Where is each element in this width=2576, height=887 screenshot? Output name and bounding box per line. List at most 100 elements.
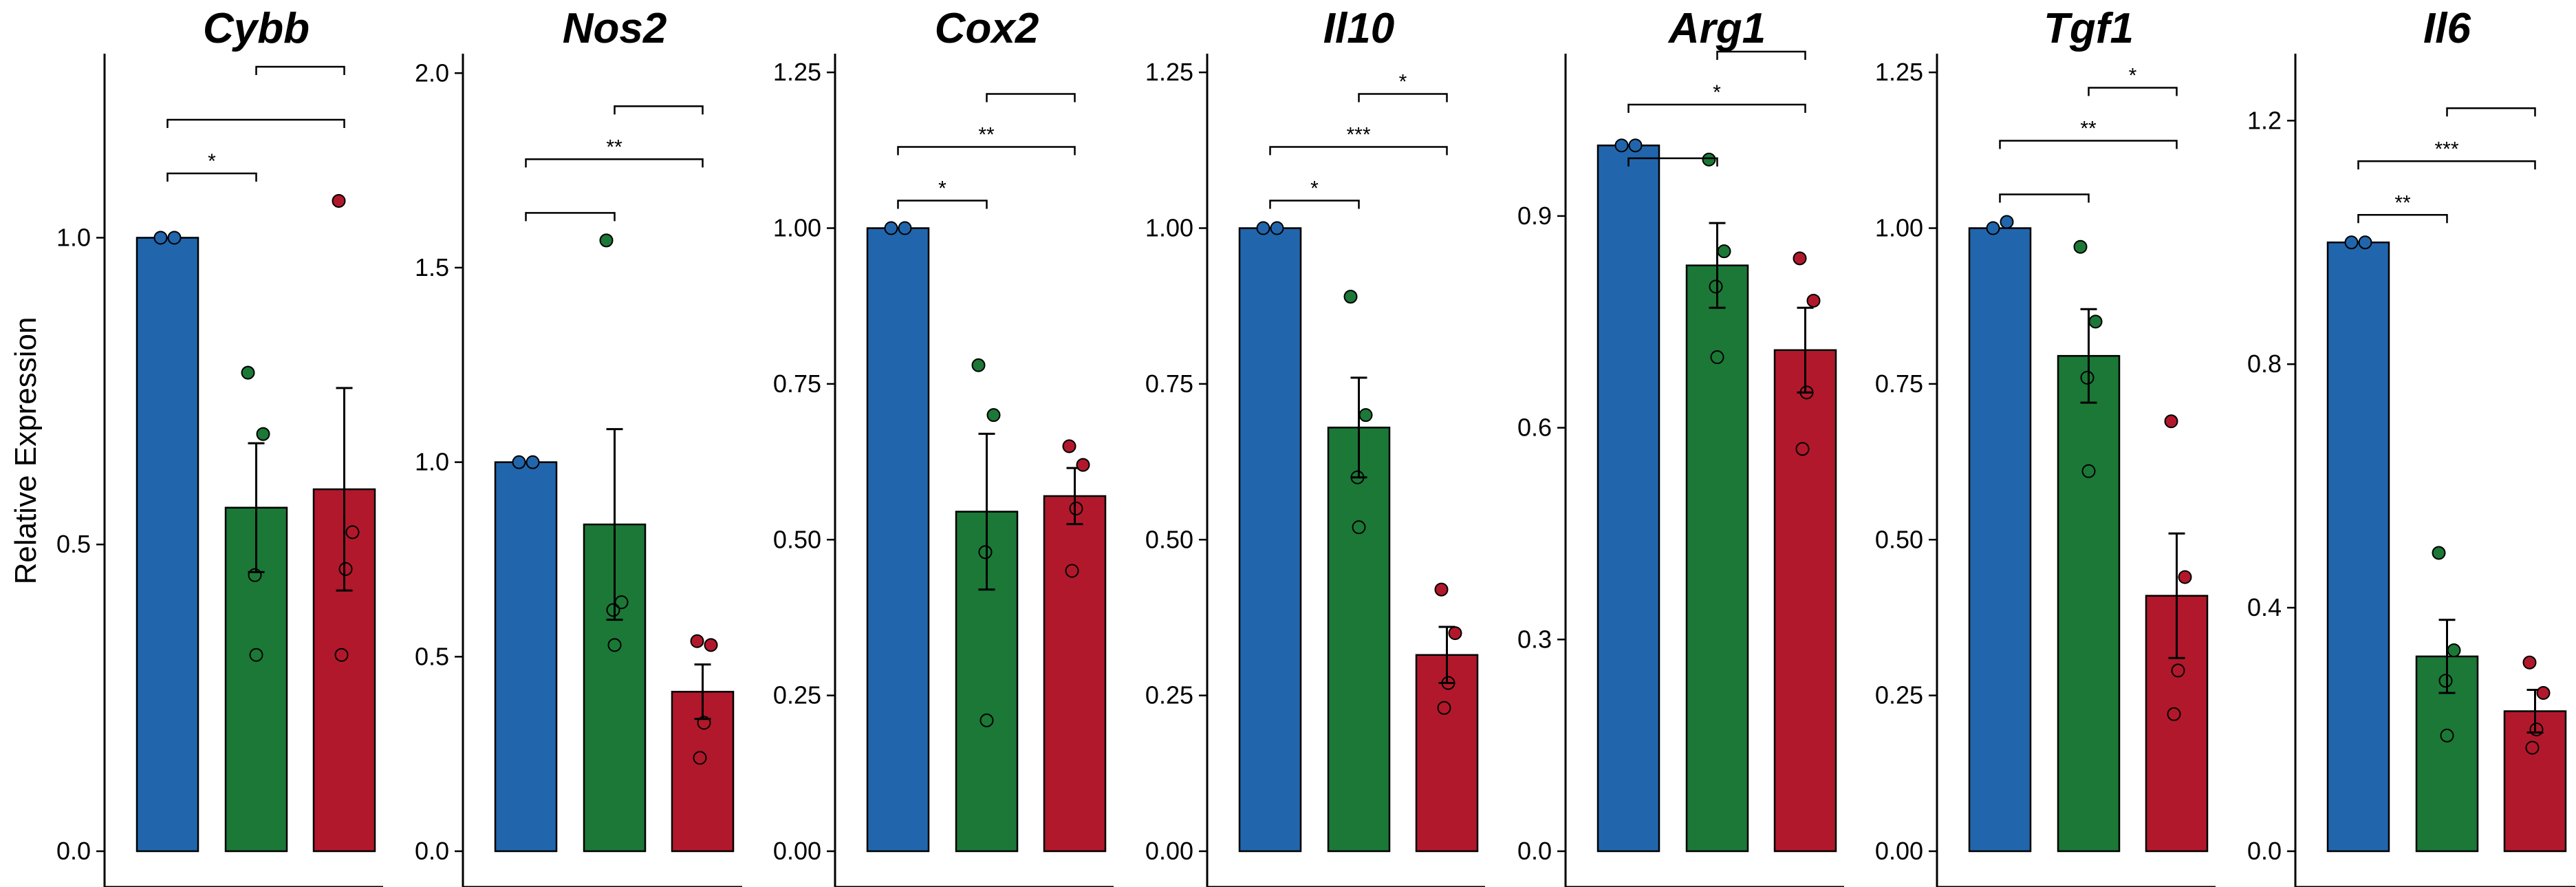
significance-label: ** — [606, 136, 623, 158]
significance-bracket — [525, 212, 616, 222]
data-point — [986, 408, 1001, 423]
y-tick-label: 2.0 — [415, 58, 449, 87]
data-point — [2529, 723, 2544, 737]
panel-title: Il6 — [2423, 5, 2471, 52]
bar-group-1 — [494, 461, 558, 853]
significance-bracket — [1358, 93, 1448, 103]
y-tick-label: 0.00 — [773, 837, 821, 865]
data-point — [2447, 643, 2461, 658]
y-tick-label: 0.5 — [415, 642, 449, 670]
bar-group-1 — [866, 227, 930, 853]
data-point — [1614, 138, 1629, 153]
data-point — [2522, 655, 2537, 670]
y-tick-label: 1.25 — [773, 58, 821, 86]
data-point — [1441, 676, 1455, 690]
data-point — [1350, 470, 1365, 484]
significance-label: *** — [1346, 124, 1370, 147]
y-tick-label: 0.4 — [2247, 593, 2282, 621]
significance-bracket — [1716, 50, 1806, 60]
data-point — [2088, 314, 2103, 329]
y-tick-label: 0.75 — [1875, 370, 1923, 398]
y-tick-label: 1.00 — [773, 214, 821, 242]
y-tick-label: 0.0 — [2247, 837, 2282, 865]
data-point — [2438, 674, 2453, 688]
data-point — [1799, 385, 1814, 400]
data-point — [606, 603, 620, 617]
y-tick-label: 1.2 — [2247, 106, 2282, 134]
significance-bracket — [166, 118, 345, 128]
data-point — [2344, 235, 2359, 250]
data-point — [607, 638, 622, 652]
data-point — [345, 525, 360, 539]
data-point — [1806, 293, 1821, 308]
data-point — [1437, 701, 1451, 715]
data-point — [248, 568, 262, 582]
data-point — [2178, 570, 2192, 584]
y-tick-label: 1.00 — [1145, 214, 1193, 242]
data-point — [167, 231, 182, 245]
data-point — [1076, 458, 1090, 472]
significance-bracket — [525, 158, 704, 168]
data-point — [1710, 350, 1724, 365]
data-point — [978, 545, 993, 559]
data-point — [1069, 501, 1083, 515]
significance-bracket — [614, 105, 704, 115]
y-tick-label: 0.00 — [1145, 837, 1193, 865]
significance-bracket — [1999, 193, 2090, 203]
data-point — [2440, 728, 2454, 742]
data-point — [2525, 740, 2540, 755]
data-point — [2000, 215, 2014, 229]
y-tick-label: 0.8 — [2247, 350, 2282, 378]
y-axis-label: Relative Expression — [9, 317, 43, 585]
significance-bracket — [166, 172, 257, 182]
panel-title: Tgf1 — [2044, 5, 2134, 52]
significance-label: *** — [2434, 138, 2458, 160]
significance-bracket — [1627, 103, 1806, 113]
panel-title: Cox2 — [935, 5, 1039, 52]
significance-bracket — [1269, 200, 1360, 209]
bar-group-3 — [1773, 349, 1837, 853]
panel-title: Nos2 — [563, 5, 667, 52]
data-point — [1343, 290, 1358, 304]
data-point — [690, 634, 704, 648]
y-tick-label: 0.3 — [1517, 625, 1552, 653]
y-tick-label: 0.00 — [1875, 837, 1923, 865]
panel-title: Arg1 — [1667, 5, 1766, 52]
significance-label: * — [1399, 71, 1407, 94]
data-point — [884, 221, 898, 235]
data-point — [334, 648, 349, 662]
significance-bracket — [1269, 146, 1448, 156]
y-tick-label: 0.0 — [415, 837, 449, 865]
data-point — [697, 716, 711, 730]
bar-group-3 — [1043, 495, 1107, 853]
y-tick-label: 0.50 — [773, 525, 821, 553]
data-point — [1717, 244, 1731, 259]
data-point — [256, 427, 270, 441]
data-point — [1986, 221, 2000, 235]
data-point — [1793, 251, 1807, 266]
significance-bracket — [2357, 214, 2448, 224]
data-point — [2167, 707, 2181, 721]
data-point — [704, 638, 718, 652]
data-point — [1062, 439, 1076, 453]
y-tick-label: 1.00 — [1875, 214, 1923, 242]
panel-title: Il10 — [1323, 5, 1394, 52]
y-tick-label: 0.25 — [1875, 681, 1923, 709]
significance-bracket — [1627, 157, 1718, 167]
y-tick-label: 1.5 — [415, 253, 449, 281]
data-point — [2171, 663, 2185, 678]
data-point — [1359, 408, 1373, 423]
y-tick-label: 0.75 — [773, 370, 821, 398]
data-point — [1434, 582, 1449, 597]
data-point — [2536, 685, 2551, 700]
data-point — [599, 233, 614, 248]
data-point — [693, 751, 707, 765]
y-tick-label: 0.9 — [1517, 202, 1552, 230]
significance-label: * — [208, 150, 216, 173]
data-point — [338, 562, 353, 576]
data-point — [1702, 152, 1716, 167]
data-point — [971, 358, 986, 372]
